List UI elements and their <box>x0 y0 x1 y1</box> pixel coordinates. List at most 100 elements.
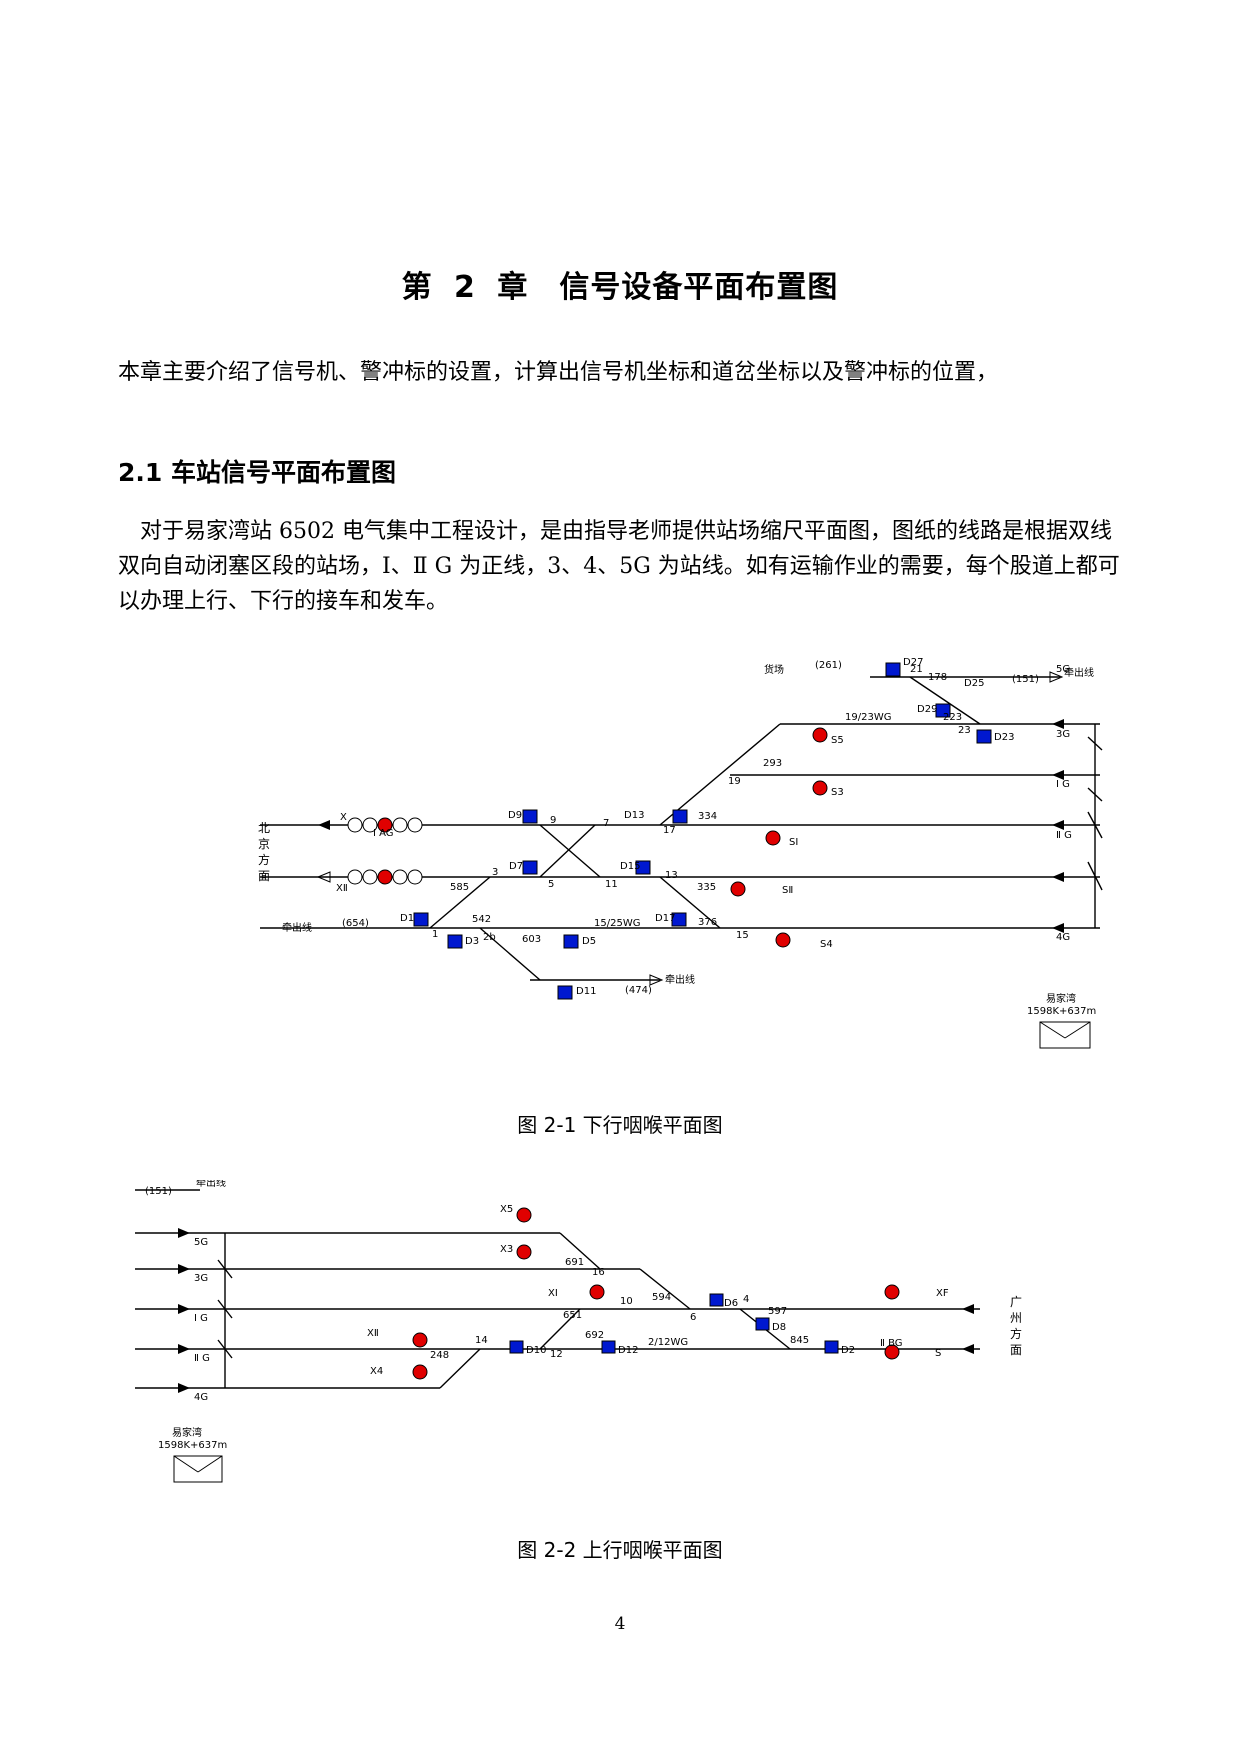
svg-text:597: 597 <box>768 1306 787 1317</box>
svg-text:(474): (474) <box>625 985 652 996</box>
svg-text:178: 178 <box>928 672 947 683</box>
label-freight-yard: 货场 <box>764 663 784 676</box>
svg-text:14: 14 <box>475 1335 488 1346</box>
svg-text:广: 广 <box>1010 1295 1022 1309</box>
svg-text:X5: X5 <box>500 1204 513 1215</box>
svg-text:223: 223 <box>943 712 962 723</box>
svg-text:(151): (151) <box>1012 674 1039 685</box>
svg-text:3: 3 <box>492 867 498 878</box>
svg-text:Ⅱ G: Ⅱ G <box>1056 830 1072 841</box>
svg-text:3G: 3G <box>194 1273 208 1284</box>
svg-text:S: S <box>935 1348 941 1359</box>
svg-text:D9: D9 <box>508 810 522 821</box>
svg-text:5: 5 <box>548 879 554 890</box>
svg-text:Ⅰ AG: Ⅰ AG <box>373 828 394 839</box>
svg-text:D25: D25 <box>964 678 984 689</box>
svg-text:248: 248 <box>430 1350 449 1361</box>
svg-text:D11: D11 <box>576 986 596 997</box>
svg-text:易家湾: 易家湾 <box>172 1426 202 1439</box>
svg-text:易家湾: 易家湾 <box>1046 992 1076 1005</box>
svg-text:5G: 5G <box>1056 664 1070 675</box>
svg-text:(151): (151) <box>145 1186 172 1197</box>
svg-text:州: 州 <box>1010 1311 1022 1325</box>
svg-text:16: 16 <box>592 1267 605 1278</box>
svg-text:面: 面 <box>1010 1343 1022 1357</box>
svg-text:19/23WG: 19/23WG <box>845 712 891 723</box>
svg-text:D2: D2 <box>841 1345 855 1356</box>
svg-text:692: 692 <box>585 1330 604 1341</box>
svg-text:13: 13 <box>665 870 678 881</box>
svg-text:D23: D23 <box>994 732 1014 743</box>
svg-text:D3: D3 <box>465 936 479 947</box>
svg-text:1598K+637m: 1598K+637m <box>1027 1006 1096 1017</box>
svg-text:3G: 3G <box>1056 729 1070 740</box>
svg-text:9: 9 <box>550 815 556 826</box>
svg-text:15/25WG: 15/25WG <box>594 918 640 929</box>
svg-text:S5: S5 <box>831 735 844 746</box>
svg-text:(654): (654) <box>342 918 369 929</box>
svg-text:XⅡ: XⅡ <box>336 883 348 894</box>
svg-text:XⅡ: XⅡ <box>367 1328 379 1339</box>
svg-text:XⅠ: XⅠ <box>548 1288 558 1299</box>
svg-text:7: 7 <box>603 818 609 829</box>
svg-text:6: 6 <box>690 1312 696 1323</box>
svg-text:293: 293 <box>763 758 782 769</box>
svg-text:1598K+637m: 1598K+637m <box>158 1440 227 1451</box>
svg-text:D7: D7 <box>509 861 523 872</box>
page-number: 4 <box>614 1614 626 1634</box>
svg-text:(261): (261) <box>815 660 842 671</box>
svg-text:Ⅰ G: Ⅰ G <box>194 1313 208 1324</box>
svg-text:方: 方 <box>1010 1326 1022 1341</box>
figure-2-2-diagram: (151) 牵出线 5G 3G Ⅰ G Ⅱ G 4G Ⅱ BG X5 X3 XⅠ… <box>135 1180 1022 1483</box>
svg-text:D13: D13 <box>624 810 644 821</box>
svg-text:11: 11 <box>605 879 618 890</box>
svg-text:691: 691 <box>565 1257 584 1268</box>
figure-2-1-diagram: 货场 (261) (151) 牵出线 21 178 19/23WG 223 23… <box>258 657 1103 1049</box>
svg-text:京: 京 <box>258 837 270 851</box>
svg-text:5G: 5G <box>194 1237 208 1248</box>
svg-text:SⅡ: SⅡ <box>782 885 793 896</box>
svg-text:D10: D10 <box>526 1345 546 1356</box>
svg-text:D15: D15 <box>620 861 640 872</box>
svg-text:D1: D1 <box>400 913 414 924</box>
svg-text:15: 15 <box>736 930 749 941</box>
svg-text:D8: D8 <box>772 1322 786 1333</box>
svg-text:D27: D27 <box>903 657 923 668</box>
intro-paragraph: 本章主要介绍了信号机、警冲标的设置，计算出信号机坐标和道岔坐标以及警冲标的位置， <box>118 360 999 385</box>
figure-2-2-caption: 图 2-2 上行咽喉平面图 <box>517 1538 723 1562</box>
svg-text:北: 北 <box>258 821 270 835</box>
svg-text:D5: D5 <box>582 936 596 947</box>
svg-text:牵出线: 牵出线 <box>665 973 695 986</box>
svg-text:S3: S3 <box>831 787 844 798</box>
svg-text:X: X <box>340 812 347 823</box>
svg-text:D6: D6 <box>724 1298 738 1309</box>
body-paragraph: 对于易家湾站 6502 电气集中工程设计，是由指导老师提供站场缩尺平面图，图纸的… <box>118 519 1120 614</box>
figure-2-1-caption: 图 2-1 下行咽喉平面图 <box>517 1113 723 1137</box>
svg-text:2/12WG: 2/12WG <box>648 1337 688 1348</box>
section-title: 2.1 车站信号平面布置图 <box>118 458 396 487</box>
svg-text:牵出线: 牵出线 <box>1064 666 1094 679</box>
svg-text:335: 335 <box>697 882 716 893</box>
svg-text:Ⅰ G: Ⅰ G <box>1056 779 1070 790</box>
svg-text:2b: 2b <box>483 932 496 943</box>
svg-text:334: 334 <box>698 811 717 822</box>
svg-text:牵出线: 牵出线 <box>282 921 312 934</box>
svg-text:4G: 4G <box>194 1392 208 1403</box>
svg-text:方: 方 <box>258 852 270 867</box>
chapter-title: 第 2 章 信号设备平面布置图 <box>401 270 839 305</box>
svg-text:1: 1 <box>432 929 438 940</box>
svg-text:542: 542 <box>472 914 491 925</box>
svg-text:D29: D29 <box>917 704 937 715</box>
svg-text:Ⅱ BG: Ⅱ BG <box>880 1338 903 1349</box>
svg-text:23: 23 <box>958 725 971 736</box>
svg-text:D12: D12 <box>618 1345 638 1356</box>
svg-text:603: 603 <box>522 934 541 945</box>
svg-text:SⅠ: SⅠ <box>789 837 798 848</box>
svg-text:4: 4 <box>743 1294 749 1305</box>
svg-text:651: 651 <box>563 1310 582 1321</box>
svg-text:10: 10 <box>620 1296 633 1307</box>
svg-text:594: 594 <box>652 1292 671 1303</box>
svg-text:21: 21 <box>910 664 923 675</box>
svg-text:845: 845 <box>790 1335 809 1346</box>
svg-text:X4: X4 <box>370 1366 383 1377</box>
